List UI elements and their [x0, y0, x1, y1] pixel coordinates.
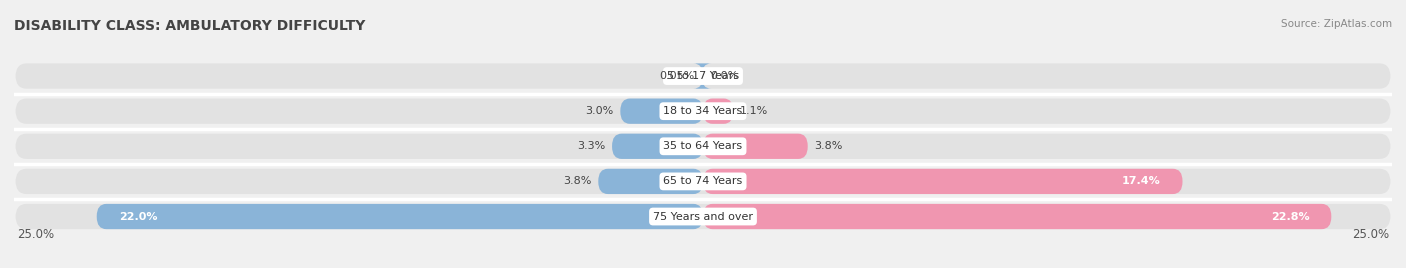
FancyBboxPatch shape [15, 204, 1391, 229]
Text: 25.0%: 25.0% [17, 228, 53, 241]
Text: 3.3%: 3.3% [576, 141, 605, 151]
Text: 65 to 74 Years: 65 to 74 Years [664, 176, 742, 187]
FancyBboxPatch shape [15, 64, 1391, 89]
Text: 75 Years and over: 75 Years and over [652, 211, 754, 222]
Text: 3.8%: 3.8% [814, 141, 844, 151]
FancyBboxPatch shape [703, 134, 807, 159]
FancyBboxPatch shape [612, 134, 703, 159]
FancyBboxPatch shape [703, 99, 734, 124]
FancyBboxPatch shape [620, 99, 703, 124]
Text: 22.0%: 22.0% [118, 211, 157, 222]
FancyBboxPatch shape [15, 99, 1391, 124]
FancyBboxPatch shape [703, 169, 1182, 194]
FancyBboxPatch shape [15, 134, 1391, 159]
Text: 35 to 64 Years: 35 to 64 Years [664, 141, 742, 151]
Text: 3.0%: 3.0% [585, 106, 613, 116]
Text: Source: ZipAtlas.com: Source: ZipAtlas.com [1281, 19, 1392, 29]
Text: 0.05%: 0.05% [659, 71, 695, 81]
Text: 25.0%: 25.0% [1353, 228, 1389, 241]
Text: DISABILITY CLASS: AMBULATORY DIFFICULTY: DISABILITY CLASS: AMBULATORY DIFFICULTY [14, 19, 366, 33]
Text: 17.4%: 17.4% [1122, 176, 1160, 187]
FancyBboxPatch shape [97, 204, 703, 229]
Text: 18 to 34 Years: 18 to 34 Years [664, 106, 742, 116]
Text: 3.8%: 3.8% [562, 176, 592, 187]
FancyBboxPatch shape [599, 169, 703, 194]
Text: 0.0%: 0.0% [710, 71, 738, 81]
Text: 22.8%: 22.8% [1271, 211, 1309, 222]
FancyBboxPatch shape [15, 169, 1391, 194]
Text: 5 to 17 Years: 5 to 17 Years [666, 71, 740, 81]
Text: 1.1%: 1.1% [740, 106, 769, 116]
FancyBboxPatch shape [693, 64, 711, 89]
FancyBboxPatch shape [703, 204, 1331, 229]
